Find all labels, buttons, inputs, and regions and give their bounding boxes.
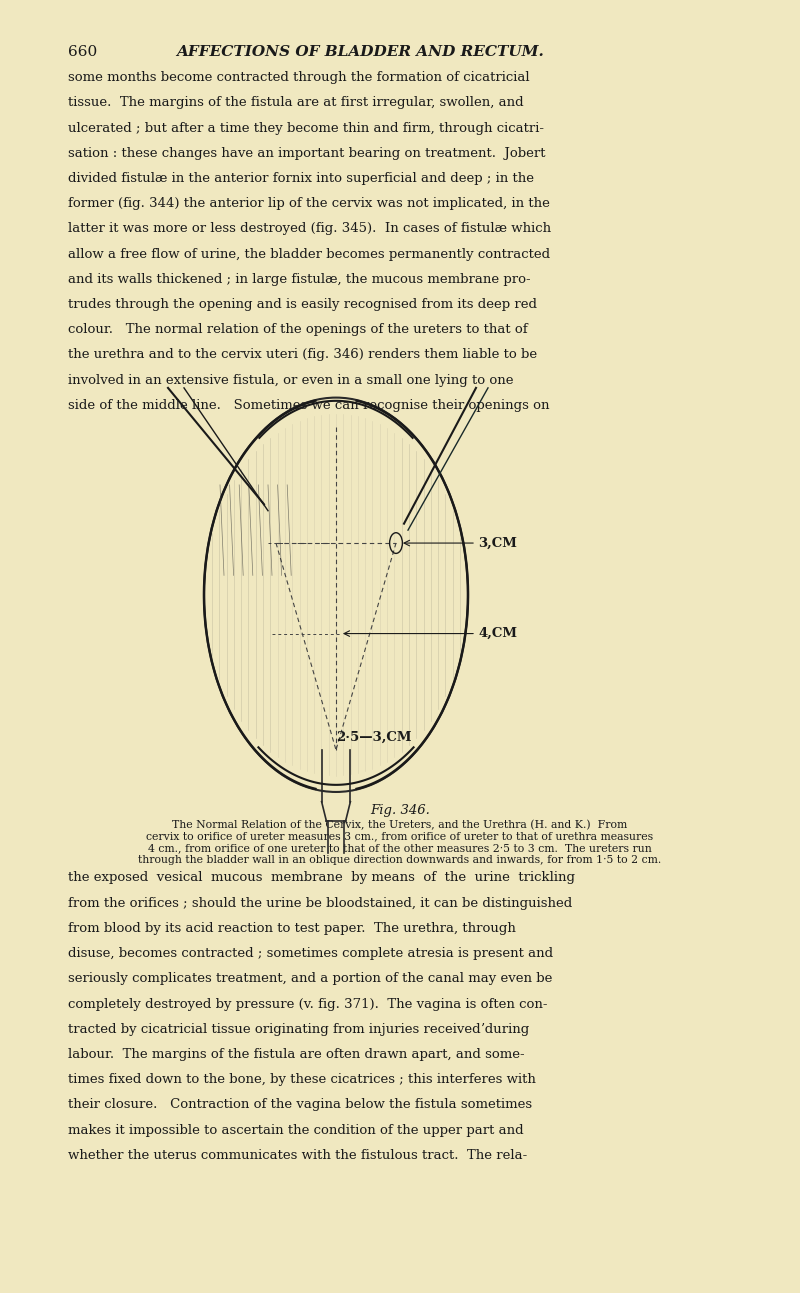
- Text: 660: 660: [68, 45, 98, 59]
- Text: some months become contracted through the formation of cicatricial: some months become contracted through th…: [68, 71, 530, 84]
- Text: tissue.  The margins of the fistula are at first irregular, swollen, and: tissue. The margins of the fistula are a…: [68, 97, 524, 110]
- Text: 3,CM: 3,CM: [478, 537, 518, 550]
- Text: The Normal Relation of the Cervix, the Ureters, and the Urethra (H. and K.)  Fro: The Normal Relation of the Cervix, the U…: [172, 820, 628, 830]
- Text: ulcerated ; but after a time they become thin and firm, through cicatri-: ulcerated ; but after a time they become…: [68, 122, 544, 134]
- Text: 4,CM: 4,CM: [478, 627, 518, 640]
- Text: from the orifices ; should the urine be bloodstained, it can be distinguished: from the orifices ; should the urine be …: [68, 897, 572, 910]
- Text: 4 cm., from orifice of one ureter to that of the other measures 2·5 to 3 cm.  Th: 4 cm., from orifice of one ureter to tha…: [148, 843, 652, 853]
- Text: and its walls thickened ; in large fistulæ, the mucous membrane pro-: and its walls thickened ; in large fistu…: [68, 273, 530, 286]
- Text: Fig. 346.: Fig. 346.: [370, 804, 430, 817]
- Text: disuse, becomes contracted ; sometimes complete atresia is present and: disuse, becomes contracted ; sometimes c…: [68, 946, 553, 961]
- Text: the urethra and to the cervix uteri (fig. 346) renders them liable to be: the urethra and to the cervix uteri (fig…: [68, 348, 537, 362]
- Text: allow a free flow of urine, the bladder becomes permanently contracted: allow a free flow of urine, the bladder …: [68, 248, 550, 261]
- Text: former (fig. 344) the anterior lip of the cervix was not implicated, in the: former (fig. 344) the anterior lip of th…: [68, 198, 550, 211]
- Text: colour.   The normal relation of the openings of the ureters to that of: colour. The normal relation of the openi…: [68, 323, 528, 336]
- Text: completely destroyed by pressure (v. fig. 371).  The vagina is often con-: completely destroyed by pressure (v. fig…: [68, 998, 547, 1011]
- Text: whether the uterus communicates with the fistulous tract.  The rela-: whether the uterus communicates with the…: [68, 1148, 527, 1162]
- Text: their closure.   Contraction of the vagina below the fistula sometimes: their closure. Contraction of the vagina…: [68, 1098, 532, 1112]
- Text: labour.  The margins of the fistula are often drawn apart, and some-: labour. The margins of the fistula are o…: [68, 1047, 525, 1062]
- Text: 2·5—3,CM: 2·5—3,CM: [336, 731, 411, 743]
- Text: tracted by cicatricial tissue originating from injuries receivedʼduring: tracted by cicatricial tissue originatin…: [68, 1023, 530, 1036]
- Text: from blood by its acid reaction to test paper.  The urethra, through: from blood by its acid reaction to test …: [68, 922, 516, 935]
- Text: times fixed down to the bone, by these cicatrices ; this interferes with: times fixed down to the bone, by these c…: [68, 1073, 536, 1086]
- Text: latter it was more or less destroyed (fig. 345).  In cases of fistulæ which: latter it was more or less destroyed (fi…: [68, 222, 551, 235]
- Text: side of the middle line.   Sometimes we can recognise their openings on: side of the middle line. Sometimes we ca…: [68, 398, 550, 412]
- Text: divided fistulæ in the anterior fornix into superficial and deep ; in the: divided fistulæ in the anterior fornix i…: [68, 172, 534, 185]
- Text: AFFECTIONS OF BLADDER AND RECTUM.: AFFECTIONS OF BLADDER AND RECTUM.: [176, 45, 544, 59]
- Text: trudes through the opening and is easily recognised from its deep red: trudes through the opening and is easily…: [68, 299, 537, 312]
- Text: sation : these changes have an important bearing on treatment.  Jobert: sation : these changes have an important…: [68, 146, 546, 160]
- Text: makes it impossible to ascertain the condition of the upper part and: makes it impossible to ascertain the con…: [68, 1124, 524, 1137]
- Text: through the bladder wall in an oblique direction downwards and inwards, for from: through the bladder wall in an oblique d…: [138, 855, 662, 865]
- Text: seriously complicates treatment, and a portion of the canal may even be: seriously complicates treatment, and a p…: [68, 972, 552, 985]
- Text: the exposed  vesical  mucous  membrane  by means  of  the  urine  trickling: the exposed vesical mucous membrane by m…: [68, 871, 575, 884]
- Text: involved in an extensive fistula, or even in a small one lying to one: involved in an extensive fistula, or eve…: [68, 374, 514, 387]
- Text: cervix to orifice of ureter measures 3 cm., from orifice of ureter to that of ur: cervix to orifice of ureter measures 3 c…: [146, 831, 654, 842]
